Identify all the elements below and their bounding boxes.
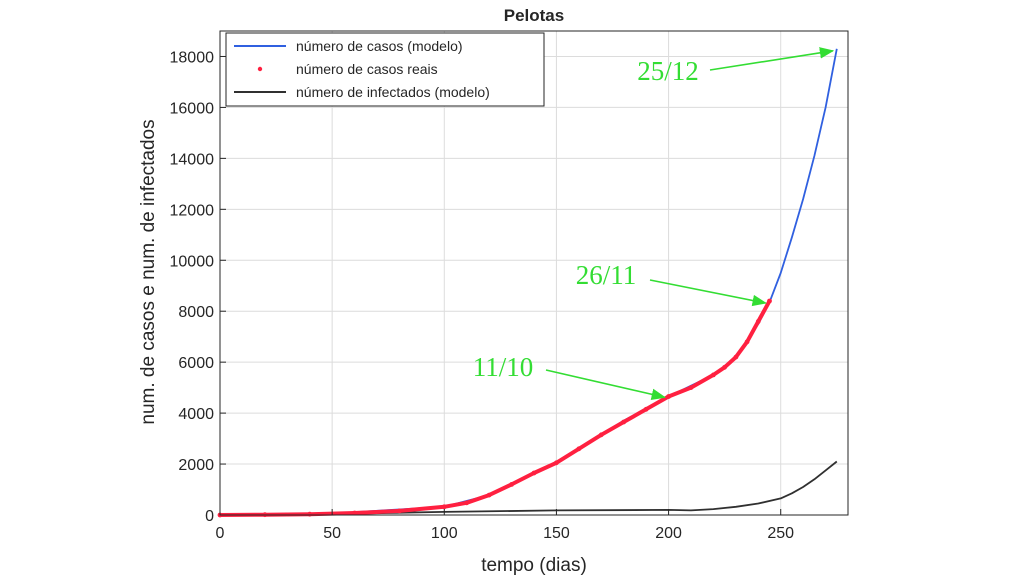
data-point (397, 508, 402, 514)
y-tick-label: 8000 (178, 304, 214, 321)
data-point (722, 364, 727, 370)
data-point (733, 354, 739, 360)
legend-label-model-cases: número de casos (modelo) (296, 38, 463, 54)
annotation-label: 26/11 (576, 260, 637, 290)
series-layer (217, 48, 838, 518)
y-tick-label: 14000 (170, 151, 215, 168)
annotations: 25/12 26/11 11/10 (473, 47, 835, 400)
data-point (666, 394, 671, 399)
plot-frame (219, 30, 849, 516)
data-point (441, 504, 447, 510)
annotation-arrow (709, 47, 835, 71)
legend-swatch-real-cases (257, 66, 263, 72)
data-point (307, 511, 313, 517)
y-tick-label: 16000 (170, 100, 215, 117)
data-point (486, 492, 492, 498)
x-tick-label: 200 (655, 525, 682, 542)
data-point (576, 446, 582, 452)
x-tick-label: 150 (543, 525, 570, 542)
data-point (598, 432, 604, 438)
data-point (767, 298, 772, 304)
y-tick-label: 4000 (178, 406, 214, 423)
y-axis-label: num. de casos e num. de infectados (138, 119, 159, 424)
data-point (509, 482, 514, 487)
data-point (711, 372, 716, 378)
y-tick-label: 6000 (178, 355, 214, 372)
data-point (352, 510, 357, 516)
annotation-arrow (545, 369, 666, 400)
y-tick-label: 2000 (178, 457, 214, 474)
y-tick-label: 18000 (170, 49, 215, 66)
plot-background (220, 31, 848, 515)
x-tick-label: 50 (323, 525, 341, 542)
y-tick-label: 0 (205, 508, 214, 525)
legend-label-infected-model: número de infectados (modelo) (296, 84, 490, 100)
data-point (464, 500, 470, 506)
data-point (643, 406, 649, 412)
data-point (621, 419, 627, 425)
data-point (531, 470, 537, 476)
x-tick-label: 250 (767, 525, 794, 542)
x-axis-label: tempo (dias) (481, 555, 587, 576)
chart-title: Pelotas (504, 6, 564, 25)
x-tick-label: 0 (216, 525, 225, 542)
legend-label-real-cases: número de casos reais (296, 61, 438, 77)
data-point (554, 460, 559, 466)
legend: número de casos (modelo) número de casos… (225, 32, 545, 107)
x-tick-label: 100 (431, 525, 458, 542)
y-tick-label: 12000 (170, 202, 215, 219)
series-line-numero-de-infectados-modelo (219, 460, 838, 516)
grid (219, 31, 848, 516)
annotation-label: 11/10 (473, 352, 534, 382)
ticks: 0 50 100 150 200 250 0 2000 4000 6000 8000 10000 120… (170, 49, 795, 542)
data-point (755, 319, 761, 324)
y-tick-label: 10000 (170, 253, 215, 270)
annotation-arrow (649, 279, 767, 307)
data-point (688, 385, 694, 390)
annotation-label: 25/12 (637, 56, 699, 86)
data-point (744, 339, 750, 345)
